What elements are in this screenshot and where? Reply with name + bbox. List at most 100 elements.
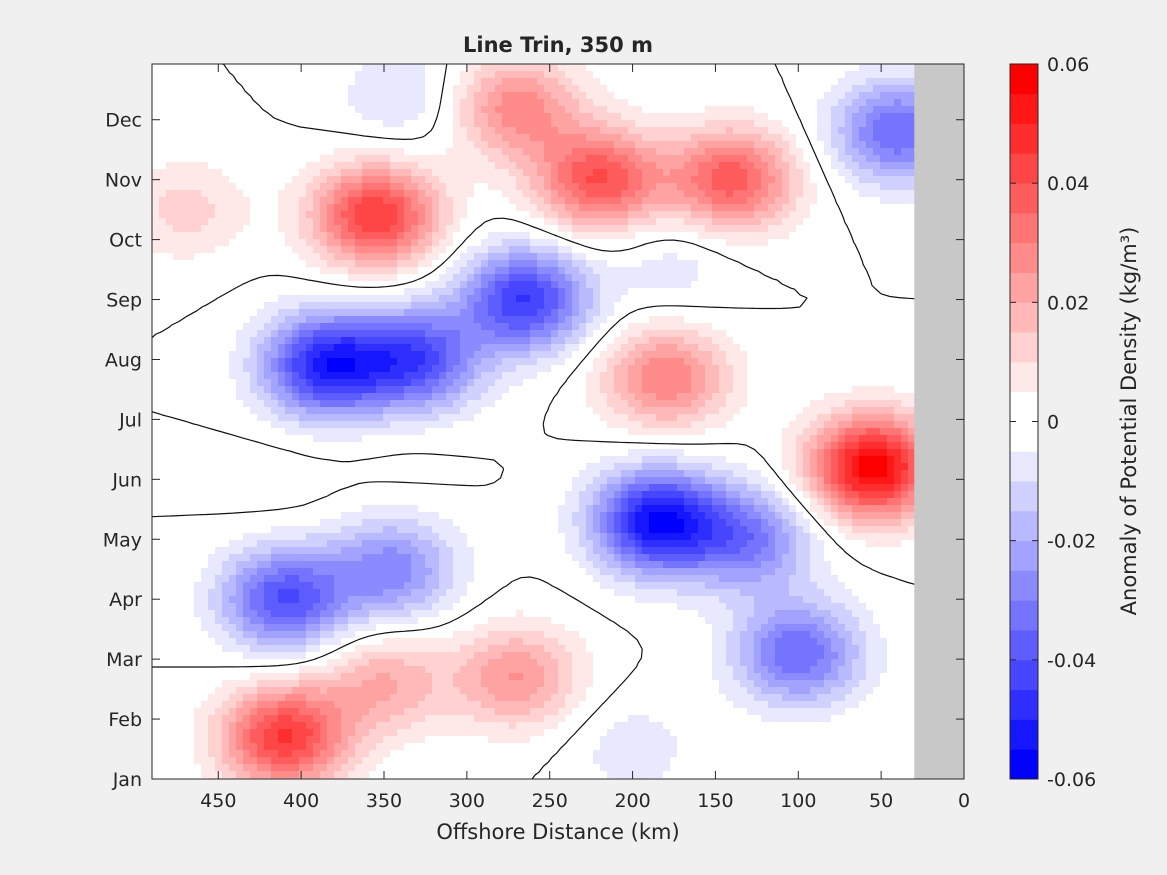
contour-cell (810, 470, 818, 478)
contour-cell (719, 365, 734, 373)
contour-cell (551, 344, 566, 352)
contour-cell (586, 687, 615, 695)
contour-cell (705, 554, 755, 562)
contour-cell (306, 407, 384, 415)
contour-cell (467, 274, 475, 282)
contour-cell (586, 547, 594, 555)
contour-cell (810, 512, 818, 520)
contour-cell (474, 267, 482, 275)
contour-cell (614, 323, 629, 331)
contour-cell (502, 190, 524, 198)
contour-cell (341, 750, 356, 758)
contour-cell (425, 281, 447, 289)
contour-cell (236, 701, 244, 709)
contour-cell (467, 127, 482, 135)
contour-cell (852, 169, 874, 177)
contour-cell (628, 533, 636, 541)
contour-cell (313, 729, 321, 737)
contour-cell (404, 281, 426, 289)
contour-cell (299, 351, 307, 359)
contour-cell (698, 491, 713, 499)
contour-cell (201, 190, 244, 198)
colorbar-tick-label: -0.04 (1047, 650, 1096, 672)
contour-cell (852, 232, 964, 240)
contour-cell (600, 491, 615, 499)
contour-cell (754, 603, 818, 611)
contour-cell (474, 78, 482, 86)
contour-cell (901, 477, 909, 485)
contour-cell (544, 680, 559, 688)
contour-cell (348, 190, 363, 198)
contour-cell (817, 498, 825, 506)
contour-cell (320, 211, 328, 219)
contour-cell (446, 78, 461, 86)
contour-cell (495, 274, 510, 282)
contour-cell (152, 239, 230, 247)
contour-cell (439, 225, 447, 233)
contour-cell (565, 491, 580, 499)
contour-cell (635, 148, 657, 156)
contour-cell (614, 498, 622, 506)
contour-cell (754, 204, 769, 212)
contour-cell (859, 253, 964, 261)
contour-cell (572, 330, 587, 338)
contour-cell (894, 99, 902, 107)
contour-cell (236, 386, 251, 394)
contour-cell (635, 141, 699, 149)
contour-cell (404, 708, 496, 716)
contour-cell (831, 120, 846, 128)
contour-cell (334, 631, 356, 639)
contour-cell (341, 512, 440, 520)
contour-cell (558, 386, 587, 394)
contour-cell (796, 526, 804, 534)
contour-cell (628, 386, 643, 394)
contour-cell (733, 701, 769, 709)
contour-cell (495, 106, 545, 114)
contour-cell (467, 64, 482, 72)
contour-cell (558, 638, 587, 646)
contour-cell (502, 309, 538, 317)
contour-cell (425, 176, 440, 184)
contour-cell (558, 190, 573, 198)
contour-cell (404, 204, 412, 212)
contour-cell (579, 197, 622, 205)
contour-cell (796, 155, 804, 163)
contour-cell (327, 190, 335, 198)
contour-cell (782, 204, 797, 212)
contour-cell (453, 631, 489, 639)
contour-cell (474, 547, 566, 555)
contour-cell (789, 547, 797, 555)
contour-cell (257, 344, 272, 352)
contour-cell (747, 687, 762, 695)
contour-cell (152, 547, 216, 555)
contour-cell (152, 533, 244, 541)
contour-cell (712, 337, 734, 345)
contour-cell (474, 92, 489, 100)
contour-cell (691, 512, 706, 520)
contour-cell (747, 624, 762, 632)
contour-cell (348, 624, 377, 632)
contour-cell (614, 540, 622, 548)
contour-cell (852, 239, 964, 247)
contour-cell (635, 344, 657, 352)
y-tick-label: Oct (109, 230, 142, 252)
contour-cell (292, 750, 314, 758)
contour-cell (460, 239, 482, 247)
contour-cell (712, 652, 727, 660)
contour-cell (908, 435, 916, 443)
contour-cell (908, 449, 916, 457)
contour-cell (327, 239, 342, 247)
contour-cell (446, 281, 461, 289)
contour-cell (474, 190, 503, 198)
contour-cell (488, 120, 503, 128)
contour-cell (152, 281, 244, 289)
contour-cell (775, 610, 811, 618)
contour-cell (222, 715, 237, 723)
contour-cell (474, 302, 489, 310)
contour-cell (551, 337, 566, 345)
contour-cell (866, 155, 881, 163)
contour-cell (565, 379, 587, 387)
contour-cell (243, 701, 258, 709)
contour-cell (719, 386, 734, 394)
contour-cell (460, 225, 475, 233)
